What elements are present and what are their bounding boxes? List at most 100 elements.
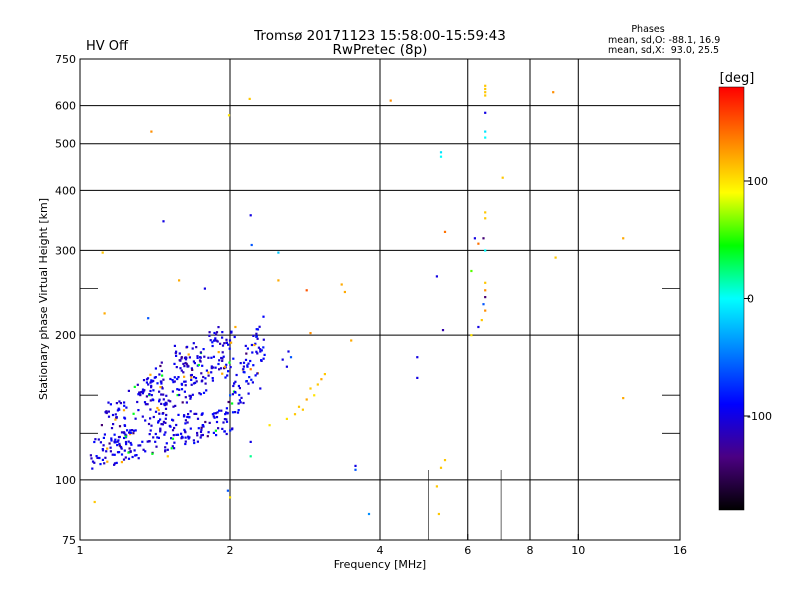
echo-point — [199, 393, 202, 396]
echo-point — [175, 350, 178, 353]
echo-point — [166, 455, 169, 458]
echo-point — [184, 436, 187, 439]
echo-point — [109, 450, 112, 453]
y-tick-label: 600 — [55, 100, 76, 113]
echo-point — [238, 393, 241, 397]
echo-point — [622, 397, 625, 400]
echo-point — [152, 389, 155, 392]
echo-point — [165, 413, 168, 417]
echo-point — [367, 512, 371, 516]
echo-point — [256, 328, 260, 331]
echo-point — [149, 408, 152, 411]
echo-point — [112, 423, 115, 426]
echo-point — [484, 87, 487, 91]
echo-point — [207, 374, 210, 377]
echo-point — [146, 403, 149, 406]
y-tick-label: 500 — [55, 138, 76, 151]
echo-point — [178, 352, 181, 355]
echo-point — [128, 447, 131, 450]
echo-point — [101, 251, 104, 254]
echo-point — [229, 394, 232, 397]
echo-point — [143, 401, 147, 404]
echo-point — [213, 416, 216, 419]
echo-point — [171, 418, 174, 421]
echo-point — [163, 433, 166, 436]
echo-point — [249, 214, 252, 217]
echo-point — [244, 344, 247, 347]
echo-point — [145, 381, 148, 384]
echo-point — [190, 373, 193, 377]
echo-point — [100, 424, 103, 427]
echo-point — [197, 363, 200, 367]
echo-point — [149, 381, 152, 384]
echo-point — [185, 362, 188, 365]
echo-point — [231, 411, 235, 414]
echo-point — [158, 398, 161, 401]
echo-point — [195, 380, 198, 383]
echo-point — [297, 405, 301, 408]
echo-point — [622, 237, 625, 240]
chart-title: Tromsø 20171123 15:58:00-15:59:43 — [253, 28, 506, 44]
echo-point — [232, 384, 235, 388]
echo-point — [268, 424, 271, 427]
echo-point — [389, 99, 392, 102]
chart-subtitle: RwPretec (8p) — [333, 42, 428, 58]
echo-point — [180, 357, 183, 360]
echo-point — [150, 384, 153, 387]
echo-point — [477, 325, 480, 329]
echo-point — [190, 367, 193, 370]
echo-point — [109, 403, 112, 406]
echo-point — [214, 412, 218, 415]
echo-point — [184, 442, 187, 446]
echo-point — [150, 379, 153, 382]
echo-point — [259, 348, 262, 351]
echo-point — [170, 437, 173, 440]
echo-point — [246, 365, 249, 368]
echo-point — [191, 368, 194, 371]
echo-point — [129, 433, 132, 436]
echo-point — [101, 458, 104, 461]
echo-point — [220, 409, 223, 412]
colorbar-tick-label: 0 — [747, 293, 754, 306]
echo-point — [484, 249, 487, 252]
echo-point — [285, 365, 288, 368]
echo-point — [227, 114, 231, 117]
echo-point — [131, 455, 134, 459]
echo-point — [222, 355, 225, 358]
echo-point — [213, 412, 216, 415]
echo-point — [197, 427, 200, 430]
echo-point — [256, 337, 259, 340]
echo-point — [246, 364, 249, 367]
echo-point — [103, 312, 106, 315]
echo-point — [214, 337, 217, 340]
echo-point — [160, 361, 163, 364]
echo-point — [177, 376, 180, 379]
echo-point — [110, 439, 113, 442]
echo-point — [116, 440, 119, 443]
echo-point — [148, 393, 151, 396]
echo-point — [198, 359, 202, 362]
echo-point — [188, 436, 191, 439]
echo-point — [183, 365, 186, 368]
echo-point — [216, 340, 219, 343]
echo-point — [180, 383, 184, 386]
echo-point — [183, 428, 186, 431]
x-tick-label: 4 — [377, 544, 384, 557]
echo-point — [128, 431, 131, 434]
echo-point — [484, 84, 487, 87]
echo-point — [161, 387, 164, 390]
echo-point — [194, 381, 197, 384]
echo-point — [281, 358, 284, 361]
echo-point — [343, 290, 346, 294]
echo-point — [148, 433, 151, 436]
echo-point — [443, 230, 447, 233]
echo-point — [201, 424, 205, 427]
echo-point — [142, 448, 145, 451]
echo-point — [143, 389, 146, 392]
echo-point — [223, 367, 226, 370]
echo-point — [301, 408, 304, 411]
echo-point — [189, 397, 192, 400]
echo-point — [137, 457, 140, 460]
echo-point — [120, 431, 124, 434]
echo-point — [158, 400, 161, 403]
